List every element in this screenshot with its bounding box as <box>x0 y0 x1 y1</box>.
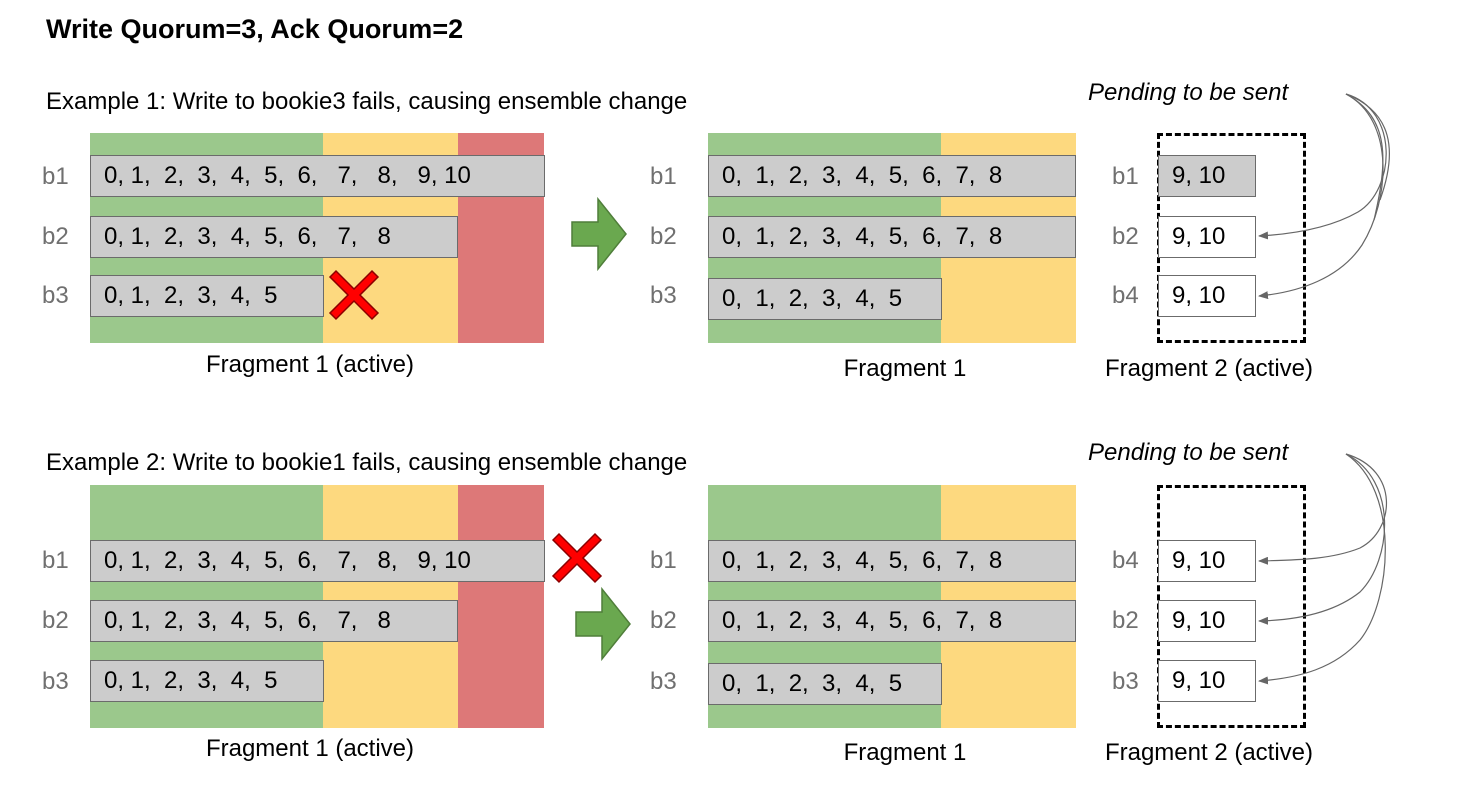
curved-arrow-icon <box>1345 93 1384 221</box>
ex2-frag2-bookie-label: b2 <box>1112 607 1139 634</box>
ex2-before-bookie-label: b1 <box>42 547 69 574</box>
curved-arrow-icon <box>1345 93 1391 201</box>
transition-arrow-icon <box>571 196 627 272</box>
ex1-frag2-bookie-label: b4 <box>1112 282 1139 309</box>
ex2-before-red-band <box>458 485 544 728</box>
ex1-after-entries-b3: 0, 1, 2, 3, 4, 5 <box>708 278 942 320</box>
ex1-after-bookie-label: b1 <box>650 163 677 190</box>
example2-pending-label: Pending to be sent <box>1088 439 1289 466</box>
example2-caption: Example 2: Write to bookie1 fails, causi… <box>46 449 688 476</box>
ex2-after-bookie-label: b3 <box>650 668 677 695</box>
example1-pending-label: Pending to be sent <box>1088 79 1289 106</box>
ex2-after-bookie-label: b2 <box>650 607 677 634</box>
ex1-before-entries-b3: 0, 1, 2, 3, 4, 5 <box>90 275 324 317</box>
ex1-after-entries-b1: 0, 1, 2, 3, 4, 5, 6, 7, 8 <box>708 155 1076 197</box>
transition-arrow-icon <box>575 586 631 662</box>
ex1-after-entries-b2: 0, 1, 2, 3, 4, 5, 6, 7, 8 <box>708 216 1076 258</box>
ex2-after-fragment-label: Fragment 1 <box>843 739 967 766</box>
example1-caption: Example 1: Write to bookie3 fails, causi… <box>46 88 688 115</box>
ex2-frag2-bookie-label: b4 <box>1112 547 1139 574</box>
ex2-frag2-entries-b4: 9, 10 <box>1158 540 1256 582</box>
ex2-before-entries-b1: 0, 1, 2, 3, 4, 5, 6, 7, 8, 9, 10 <box>90 540 545 582</box>
curved-arrow-icon <box>1258 93 1387 240</box>
curved-arrow-icon <box>1258 93 1384 300</box>
ex1-before-bookie-label: b1 <box>42 163 69 190</box>
ex2-after-entries-b3: 0, 1, 2, 3, 4, 5 <box>708 663 942 705</box>
ex1-before-entries-b2: 0, 1, 2, 3, 4, 5, 6, 7, 8 <box>90 216 458 258</box>
ex2-frag2-entries-b3: 9, 10 <box>1158 660 1256 702</box>
ex1-after-fragment-label: Fragment 1 <box>843 355 967 382</box>
ex1-after-bookie-label: b2 <box>650 223 677 250</box>
ex2-before-bookie-label: b2 <box>42 607 69 634</box>
diagram-title: Write Quorum=3, Ack Quorum=2 <box>46 14 464 44</box>
failure-cross-icon <box>328 269 380 321</box>
failure-cross-icon <box>551 532 603 584</box>
ex2-before-bookie-label: b3 <box>42 668 69 695</box>
ex1-frag2-entries-b4: 9, 10 <box>1158 275 1256 317</box>
ex2-before-entries-b2: 0, 1, 2, 3, 4, 5, 6, 7, 8 <box>90 600 458 642</box>
ex1-before-entries-b1: 0, 1, 2, 3, 4, 5, 6, 7, 8, 9, 10 <box>90 155 545 197</box>
curved-arrow-icon <box>1258 453 1386 685</box>
ex1-frag2-entries-b1: 9, 10 <box>1158 155 1256 197</box>
ex2-frag2-entries-b2: 9, 10 <box>1158 600 1256 642</box>
ex2-after-entries-b1: 0, 1, 2, 3, 4, 5, 6, 7, 8 <box>708 540 1076 582</box>
ex2-before-entries-b3: 0, 1, 2, 3, 4, 5 <box>90 660 324 702</box>
ex1-before-bookie-label: b3 <box>42 282 69 309</box>
ex2-frag2-bookie-label: b3 <box>1112 668 1139 695</box>
curved-arrow-icon <box>1258 453 1386 625</box>
ex1-frag2-label: Fragment 2 (active) <box>1104 355 1314 382</box>
ex1-after-bookie-label: b3 <box>650 282 677 309</box>
ex2-frag2-label: Fragment 2 (active) <box>1104 739 1314 766</box>
ex1-before-fragment-label: Fragment 1 (active) <box>205 351 415 378</box>
ex1-frag2-bookie-label: b2 <box>1112 223 1139 250</box>
ex1-frag2-entries-b2: 9, 10 <box>1158 216 1256 258</box>
ex1-before-bookie-label: b2 <box>42 223 69 250</box>
ex2-after-bookie-label: b1 <box>650 547 677 574</box>
ex2-after-entries-b2: 0, 1, 2, 3, 4, 5, 6, 7, 8 <box>708 600 1076 642</box>
curved-arrow-icon <box>1258 453 1388 565</box>
ex2-before-fragment-label: Fragment 1 (active) <box>205 735 415 762</box>
ex1-frag2-bookie-label: b1 <box>1112 163 1139 190</box>
